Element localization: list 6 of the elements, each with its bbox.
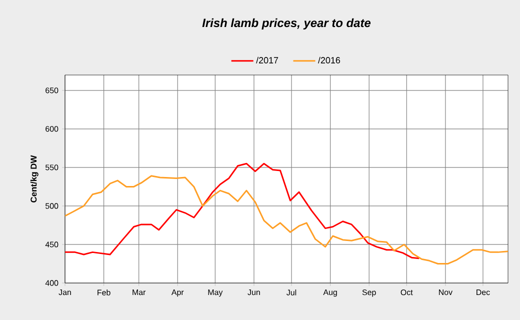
line-series [65,175,508,264]
legend-label: /2016 [318,56,340,64]
y-axis-title: Cent/kg DW [30,155,38,202]
legend-label: /2017 [256,56,278,64]
chart-title: Irish lamb prices, year to date [202,18,371,30]
line-series [65,162,420,260]
